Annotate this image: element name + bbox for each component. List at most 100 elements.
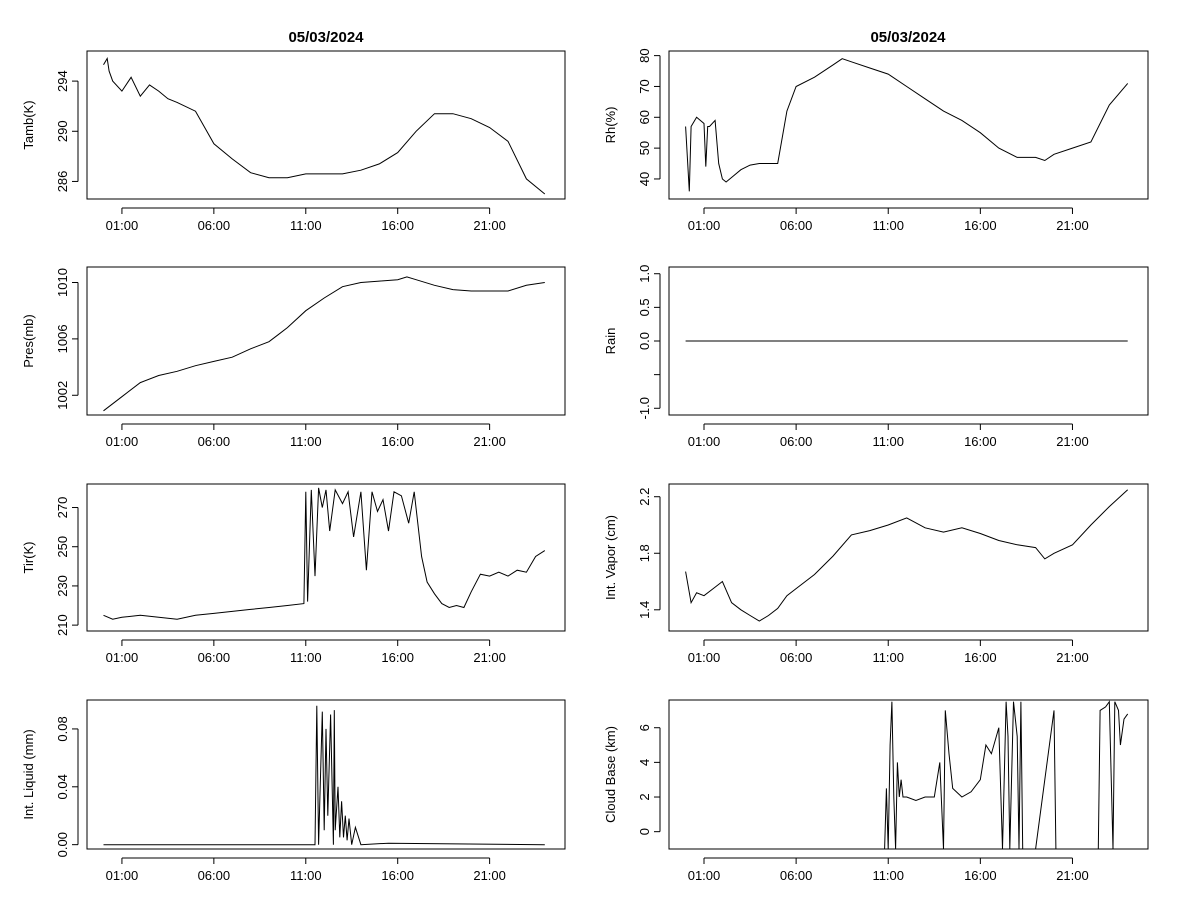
panel-left-4: 01:00 06:00 11:00 16:00 21:00 0.00 0.04 0.08 Int… <box>21 699 566 883</box>
y-axis-label: Tir(K) <box>21 541 36 573</box>
y-tick-label: 0.08 <box>55 716 70 741</box>
series-line-left-2 <box>103 276 545 412</box>
x-tick-label: 06:00 <box>198 434 231 449</box>
x-tick-label: 01:00 <box>106 868 139 883</box>
left-column-title: 05/03/2024 <box>288 29 364 46</box>
panel-right-2: 01:00 06:00 11:00 16:00 21:00 -1.0 0.0 0.5 1.0 Ra… <box>603 265 1149 449</box>
plot-frame <box>668 266 1149 416</box>
x-tick-label: 16:00 <box>381 868 414 883</box>
x-tick-label: 11:00 <box>290 218 322 233</box>
right-column-title: 05/03/2024 <box>870 29 946 46</box>
y-tick-label: 80 <box>637 48 652 62</box>
y-tick-label: 250 <box>55 536 70 558</box>
x-tick-label: 21:00 <box>473 218 506 233</box>
panel-left-2: 01:00 06:00 11:00 16:00 21:00 1002 1006 1010 Pre… <box>21 266 566 449</box>
x-tick-label: 01:00 <box>688 650 721 665</box>
x-tick-label: 16:00 <box>381 650 414 665</box>
y-tick-label: 1.0 <box>637 265 652 283</box>
x-tick-label: 01:00 <box>688 434 721 449</box>
series-line-right-4 <box>685 700 1129 850</box>
x-tick-label: 06:00 <box>780 650 813 665</box>
plot-frame <box>668 483 1149 632</box>
y-axis-label: Int. Liquid (mm) <box>21 729 36 819</box>
x-tick-label: 16:00 <box>964 434 997 449</box>
x-tick-label: 21:00 <box>1056 434 1089 449</box>
y-tick-label: 230 <box>55 575 70 597</box>
plot-frame <box>668 50 1149 200</box>
x-tick-label: 16:00 <box>964 868 997 883</box>
y-tick-label: 1010 <box>55 268 70 297</box>
plot-frame <box>86 483 566 632</box>
y-tick-label: 294 <box>55 70 70 92</box>
x-tick-label: 01:00 <box>106 434 139 449</box>
y-tick-label: 0.04 <box>55 774 70 799</box>
series-line-right-3 <box>685 489 1129 622</box>
x-tick-label: 06:00 <box>198 868 231 883</box>
y-tick-label: 70 <box>637 79 652 93</box>
y-axis-label: Cloud Base (km) <box>603 726 618 823</box>
x-tick-label: 06:00 <box>780 218 813 233</box>
x-tick-label: 11:00 <box>872 650 904 665</box>
plot-frame <box>668 699 1149 850</box>
y-tick-label: 286 <box>55 171 70 193</box>
x-tick-label: 11:00 <box>290 868 322 883</box>
x-tick-label: 01:00 <box>688 868 721 883</box>
x-tick-label: 21:00 <box>473 868 506 883</box>
x-tick-label: 16:00 <box>964 650 997 665</box>
plot-frame <box>86 699 566 850</box>
y-tick-label: 0.00 <box>55 832 70 857</box>
x-tick-label: 06:00 <box>780 434 813 449</box>
y-axis-label: Int. Vapor (cm) <box>603 515 618 600</box>
y-tick-label: 2.2 <box>637 488 652 506</box>
x-tick-label: 01:00 <box>106 650 139 665</box>
y-tick-label: 60 <box>637 110 652 124</box>
x-tick-label: 06:00 <box>198 218 231 233</box>
y-tick-label: 1002 <box>55 381 70 410</box>
x-tick-label: 21:00 <box>1056 650 1089 665</box>
x-tick-label: 11:00 <box>872 434 904 449</box>
y-tick-label: 270 <box>55 497 70 519</box>
plot-frame <box>86 50 566 200</box>
x-tick-label: 21:00 <box>473 434 506 449</box>
y-tick-label: 1.4 <box>637 601 652 619</box>
panel-right-1: 01:00 06:00 11:00 16:00 21:00 40 50 60 70 80 Rh(%) <box>603 48 1149 233</box>
y-tick-label: 6 <box>637 724 652 731</box>
y-tick-label: 1.8 <box>637 544 652 562</box>
x-tick-label: 16:00 <box>381 218 414 233</box>
y-tick-label: -1.0 <box>637 397 652 419</box>
panel-right-3: 01:00 06:00 11:00 16:00 21:00 1.4 1.8 2.2 Int. V… <box>603 483 1149 665</box>
x-tick-label: 11:00 <box>872 218 904 233</box>
x-tick-label: 21:00 <box>1056 868 1089 883</box>
x-tick-label: 16:00 <box>964 218 997 233</box>
x-tick-label: 11:00 <box>290 650 322 665</box>
x-tick-label: 21:00 <box>473 650 506 665</box>
x-tick-label: 11:00 <box>872 868 904 883</box>
y-tick-label: 0 <box>637 828 652 835</box>
plot-frame <box>86 266 566 416</box>
y-axis-label: Tamb(K) <box>21 100 36 149</box>
series-line-left-1 <box>103 57 546 195</box>
panel-right-4: 01:00 06:00 11:00 16:00 21:00 0 2 4 6 Cloud Base … <box>603 699 1149 883</box>
series-line-right-1 <box>685 58 1129 192</box>
y-axis-label: Rh(%) <box>603 107 618 144</box>
x-tick-label: 06:00 <box>780 868 813 883</box>
y-tick-label: 0.5 <box>637 298 652 316</box>
panel-left-3: 01:00 06:00 11:00 16:00 21:00 210 230 250 270 Tir… <box>21 483 566 665</box>
series-line-left-4 <box>103 705 545 846</box>
x-tick-label: 21:00 <box>1056 218 1089 233</box>
x-tick-label: 01:00 <box>688 218 721 233</box>
y-tick-label: 1006 <box>55 324 70 353</box>
y-tick-label: 50 <box>637 141 652 155</box>
y-axis-label: Pres(mb) <box>21 314 36 367</box>
y-axis-label: Rain <box>603 328 618 355</box>
x-tick-label: 06:00 <box>198 650 231 665</box>
y-tick-label: 290 <box>55 120 70 142</box>
x-tick-label: 11:00 <box>290 434 322 449</box>
y-tick-label: 210 <box>55 614 70 636</box>
y-tick-label: 4 <box>637 759 652 766</box>
y-tick-label: 0.0 <box>637 332 652 350</box>
y-tick-label: 2 <box>637 793 652 800</box>
series-line-left-3 <box>103 487 546 620</box>
panel-left-1: 01:00 06:00 11:00 16:00 21:00 286 290 294 Tamb(K… <box>21 50 566 233</box>
x-tick-label: 01:00 <box>106 218 139 233</box>
